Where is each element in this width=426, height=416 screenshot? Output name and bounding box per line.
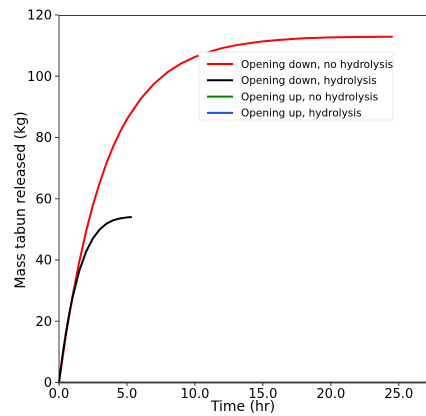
y-tick-label: 40 (35, 254, 52, 269)
plot-frame-top (59, 15, 426, 16)
x-tick-label: 10.0 (180, 387, 209, 402)
y-tick-label: 100 (27, 70, 52, 85)
y-tick-label: 80 (35, 131, 52, 146)
legend-label-3: Opening up, no hydrolysis (241, 91, 378, 103)
series-line-2 (58, 216, 133, 384)
x-tick-label: 0.0 (49, 387, 70, 402)
legend-label-2: Opening down, hydrolysis (241, 75, 377, 87)
x-tick-label: 25.0 (384, 387, 413, 402)
series-line-1 (58, 35, 394, 384)
y-tick-label: 0 (44, 376, 52, 391)
y-tick-label: 120 (27, 9, 52, 24)
legend: Opening down, no hydrolysis Opening down,… (198, 51, 394, 121)
y-axis-ticks: 0 20 40 60 80 100 120 (27, 9, 59, 391)
y-tick-label: 20 (35, 315, 52, 330)
y-tick-label: 60 (35, 192, 52, 207)
x-tick-label: 20.0 (316, 387, 345, 402)
x-axis-line (58, 382, 426, 383)
y-axis-label: Mass tabun released (kg) (13, 111, 29, 288)
legend-label-1: Opening down, no hydrolysis (241, 59, 393, 71)
x-tick-label: 15.0 (248, 387, 277, 402)
x-tick-label: 5.0 (117, 387, 138, 402)
legend-label-4: Opening up, hydrolysis (241, 108, 362, 120)
x-axis-ticks: 0.0 5.0 10.0 15.0 20.0 25.0 (49, 382, 413, 402)
x-axis-label: Time (hr) (210, 399, 275, 415)
